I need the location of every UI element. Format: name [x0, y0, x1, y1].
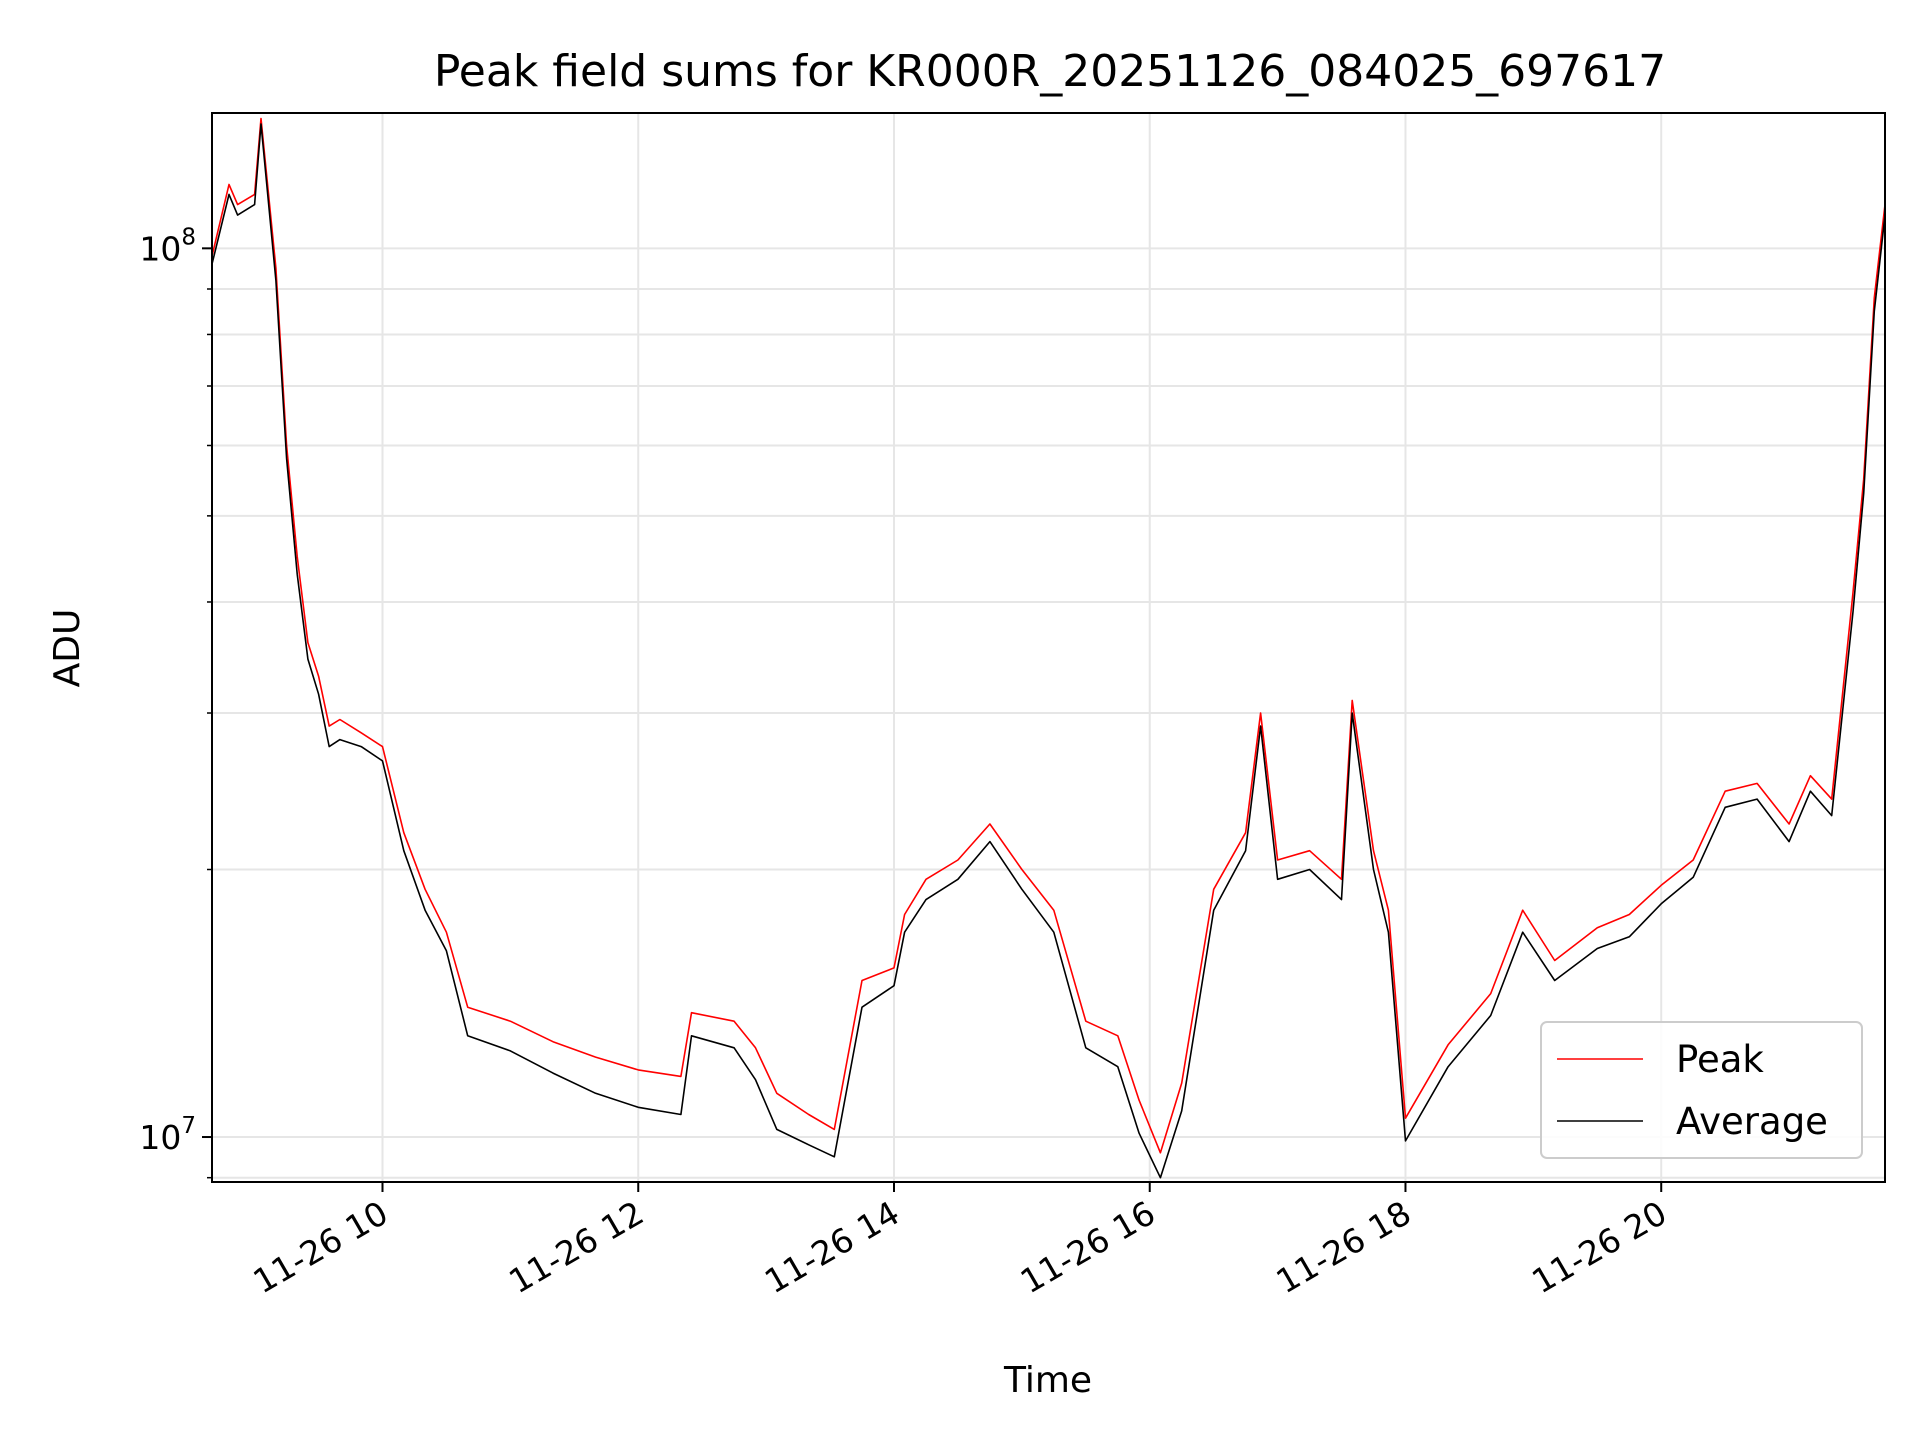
- plot-frame: [211, 112, 1886, 1183]
- legend-label-peak: Peak: [1676, 1038, 1764, 1081]
- series-line-peak: [211, 117, 1886, 1154]
- legend-label-average: Average: [1676, 1100, 1828, 1143]
- legend: Peak Average: [1540, 1021, 1863, 1159]
- y-axis-label: ADU: [47, 609, 88, 688]
- x-axis-label: Time: [1003, 1360, 1092, 1401]
- chart-title: Peak field sums for KR000R_20251126_0840…: [434, 46, 1666, 97]
- y-tick-label: 107: [139, 1113, 196, 1157]
- series-line-average: [211, 123, 1886, 1179]
- legend-box: [1540, 1021, 1863, 1159]
- plot-area: [212, 113, 1885, 1182]
- y-axis-ticks: 107 108: [139, 224, 212, 1179]
- y-tick-label: 108: [139, 224, 196, 268]
